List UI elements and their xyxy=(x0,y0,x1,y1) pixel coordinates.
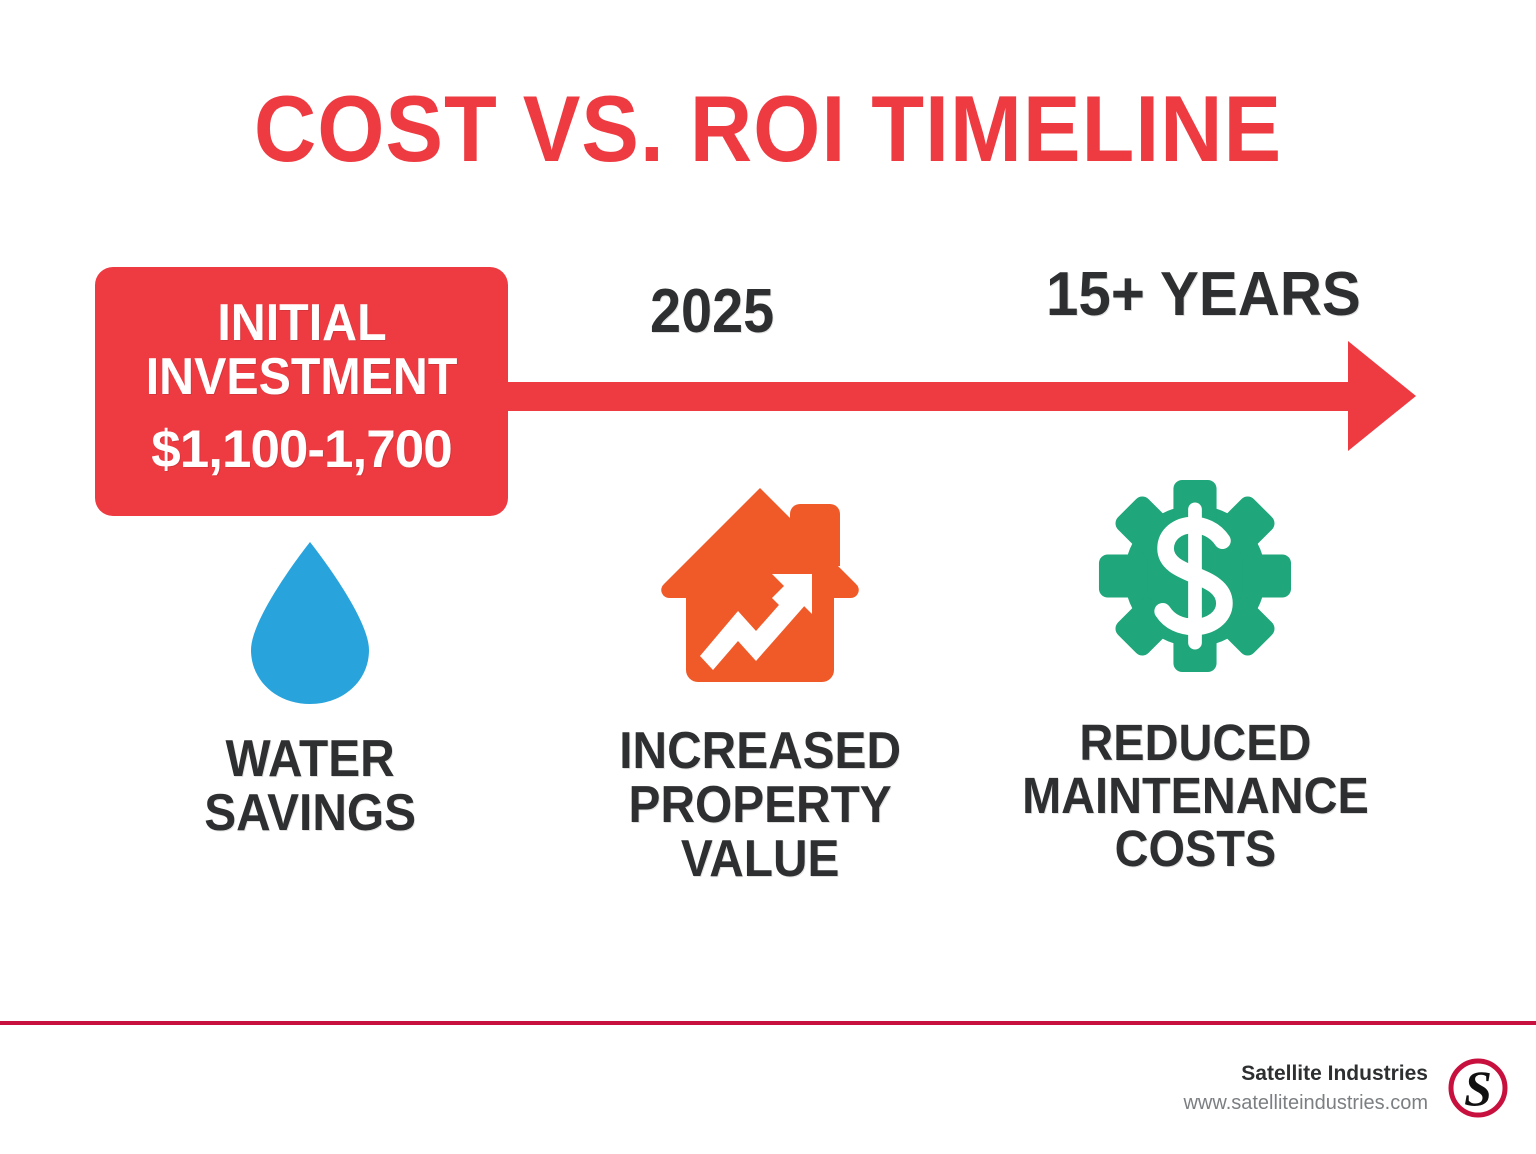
house-growth-icon xyxy=(660,480,860,692)
benefit-caption: REDUCED MAINTENANCE COSTS xyxy=(1007,716,1384,875)
benefit-property-value: INCREASED PROPERTY VALUE xyxy=(545,480,975,886)
satellite-industries-logo-icon: S xyxy=(1446,1056,1510,1120)
company-url[interactable]: www.satelliteindustries.com xyxy=(1183,1091,1428,1114)
benefit-water-savings: WATER SAVINGS xyxy=(95,540,525,840)
footer: Satellite Industries www.satelliteindust… xyxy=(1183,1056,1510,1120)
right-arrow-icon xyxy=(1348,341,1416,451)
gear-dollar-icon xyxy=(1097,476,1293,676)
page-title: COST VS. ROI TIMELINE xyxy=(253,76,1283,181)
investment-amount: $1,100-1,700 xyxy=(151,420,452,479)
company-name: Satellite Industries xyxy=(1241,1061,1428,1085)
initial-investment-card: INITIAL INVESTMENT $1,100-1,700 xyxy=(95,267,508,516)
footer-divider xyxy=(0,1021,1536,1025)
investment-title-line1: INITIAL xyxy=(216,294,387,352)
timeline-arrow-bar xyxy=(480,382,1360,411)
caption-line: VALUE xyxy=(680,830,840,889)
footer-text-block: Satellite Industries www.satelliteindust… xyxy=(1183,1060,1428,1116)
caption-line: INCREASED xyxy=(619,722,901,780)
timeline-marker-start: 2025 xyxy=(650,277,775,346)
investment-title-line2: INVESTMENT xyxy=(145,348,458,406)
benefit-caption: WATER SAVINGS xyxy=(195,732,425,840)
benefit-caption: INCREASED PROPERTY VALUE xyxy=(607,724,913,886)
caption-line: PROPERTY xyxy=(628,776,892,835)
caption-line: COSTS xyxy=(1114,820,1276,878)
water-drop-icon xyxy=(245,540,375,706)
timeline-marker-end: 15+ YEARS xyxy=(1046,260,1361,329)
caption-line: REDUCED xyxy=(1078,714,1311,771)
caption-line: SAVINGS xyxy=(204,784,416,843)
caption-line: MAINTENANCE xyxy=(1021,767,1369,825)
caption-line: WATER xyxy=(225,730,395,788)
svg-text:S: S xyxy=(1464,1060,1492,1116)
benefit-maintenance-costs: REDUCED MAINTENANCE COSTS xyxy=(980,476,1410,875)
